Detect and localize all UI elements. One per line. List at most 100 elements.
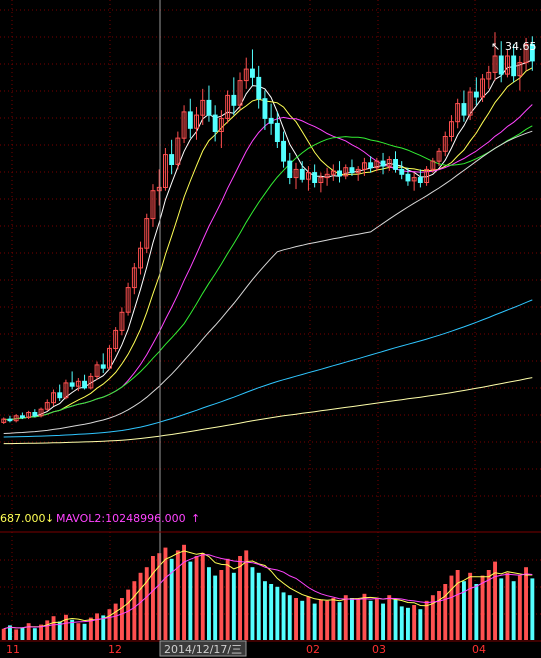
volume-bar [188, 561, 193, 640]
candle-body [107, 347, 112, 369]
volume-bar [175, 550, 180, 640]
volume-bar [101, 615, 106, 640]
volume-bar [462, 581, 466, 640]
candle [455, 98, 461, 129]
candle [368, 156, 374, 173]
candle-body [517, 62, 523, 77]
candle-body [306, 172, 311, 180]
candle-body [200, 99, 206, 116]
candle [51, 389, 56, 406]
volume-bar [393, 599, 398, 640]
volume-bar [381, 603, 385, 640]
candle-body [299, 168, 305, 180]
candle [511, 44, 517, 83]
volume-bar [169, 558, 174, 640]
mavol1-value: 687.000 [0, 512, 46, 525]
volume-bar [275, 586, 280, 640]
candle-body [256, 76, 262, 100]
candle-body [231, 94, 237, 106]
candle [306, 166, 311, 191]
candle-body [386, 159, 392, 167]
volume-bar [325, 600, 330, 640]
volume-bar [306, 596, 311, 640]
candle-body [1, 418, 7, 423]
candle-body [175, 137, 181, 165]
x-tick-label: 04 [472, 643, 486, 656]
candle [75, 378, 81, 392]
candle [113, 327, 119, 352]
volume-bar [138, 572, 143, 640]
volume-bar [250, 567, 255, 640]
candle-body [13, 415, 19, 422]
moving-average-lines [3, 59, 533, 445]
candle-body [63, 382, 69, 399]
volume-bar [70, 619, 75, 640]
volume-bar [449, 575, 454, 640]
volume-bar [437, 591, 441, 640]
candle-body [449, 121, 454, 137]
volume-bar [157, 553, 162, 640]
volume-bar [207, 567, 211, 640]
candle-body [181, 111, 187, 139]
volume-bar [14, 629, 19, 640]
candle [218, 110, 224, 148]
candle [461, 90, 467, 122]
candle [13, 414, 19, 423]
candle [505, 49, 510, 78]
candle [287, 152, 293, 185]
volume-bar [312, 603, 317, 640]
candle-body [51, 392, 56, 404]
volume-bar [20, 627, 25, 640]
volume-bar [337, 602, 342, 640]
candle [324, 167, 330, 186]
candle-body [380, 160, 386, 167]
ma250-line [3, 377, 533, 445]
candle-body [187, 111, 193, 129]
volume-bar [424, 600, 429, 640]
volume-bar [64, 614, 68, 640]
candle [107, 345, 112, 370]
candle [187, 98, 193, 139]
candle-body [393, 159, 399, 170]
candle-body [194, 114, 200, 129]
candle [156, 169, 162, 206]
candle [256, 65, 262, 109]
mavol2-label: MAVOL2:10248996.000 [56, 512, 186, 525]
mavol2-arrow-icon: ↑ [191, 512, 200, 525]
candle-body [374, 160, 380, 169]
max-price-label: 34.65 [505, 40, 537, 53]
candle [355, 166, 361, 181]
volume-bar [493, 561, 497, 640]
volume-bar [343, 595, 348, 640]
candle-body [368, 162, 374, 169]
candle-body [131, 267, 137, 289]
volume-status-bar: 687.000 ↓ MAVOL2:10248996.000 ↑ [0, 512, 200, 525]
volume-bar [468, 572, 473, 640]
candle [175, 131, 181, 170]
volume-bar [524, 567, 528, 640]
candle-body [250, 68, 255, 78]
candle-body [237, 80, 243, 106]
candle [374, 157, 380, 171]
candle [32, 409, 38, 418]
volume-bar [331, 598, 336, 640]
mavol2-line [3, 554, 533, 630]
candle-body [138, 247, 144, 269]
candle [20, 412, 25, 420]
candle-body [206, 99, 212, 116]
volume-bar [194, 556, 199, 640]
candle [225, 90, 231, 124]
candle-body [498, 55, 504, 75]
candle-body [473, 91, 479, 98]
volume-bar [406, 607, 410, 640]
candle-body [492, 55, 498, 73]
volume-bar [238, 556, 242, 640]
candle-body [430, 160, 436, 170]
candle [393, 151, 399, 173]
volume-bar [132, 581, 137, 640]
candle-body [156, 186, 162, 192]
x-tick-label: 03 [372, 643, 386, 656]
candle-body [125, 287, 131, 313]
volume-bar [231, 572, 236, 640]
